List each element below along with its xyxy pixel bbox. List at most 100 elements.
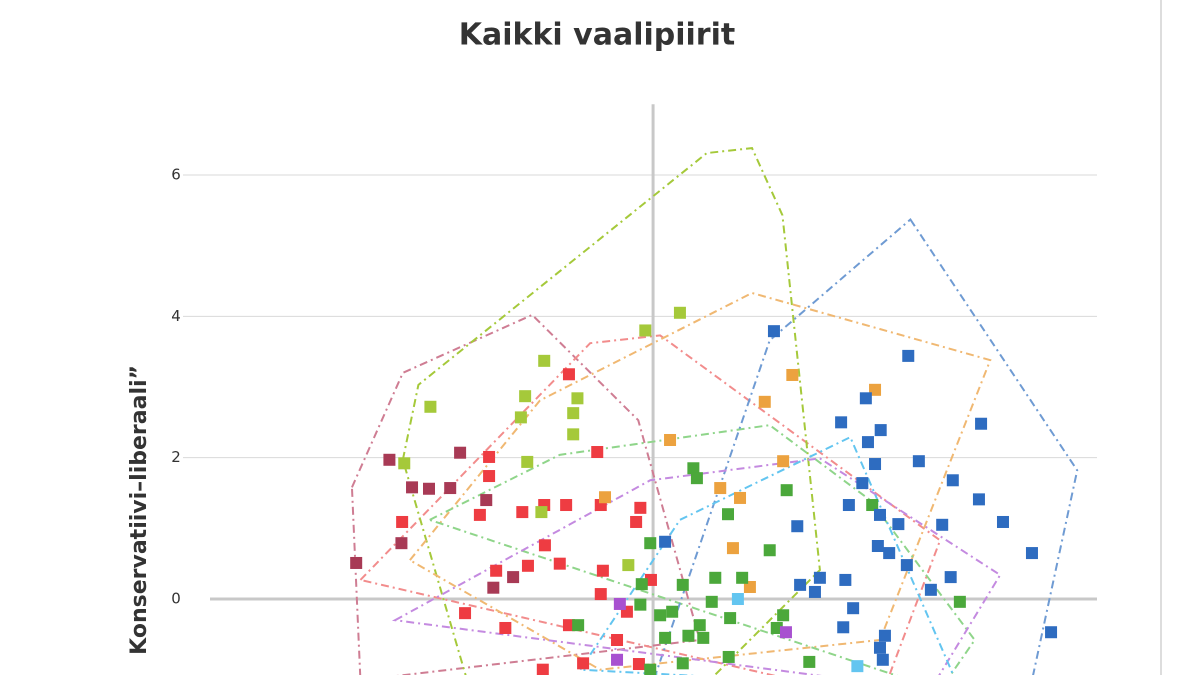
point: [577, 657, 590, 670]
point: [521, 559, 534, 572]
point: [634, 598, 647, 611]
point: [473, 508, 486, 521]
point: [406, 481, 419, 494]
point: [786, 368, 799, 381]
point: [851, 660, 864, 673]
y-axis-label: Konservatiivi–liberaali”: [127, 365, 152, 655]
hull: [350, 313, 702, 675]
point: [567, 407, 580, 420]
point: [535, 506, 548, 519]
point: [644, 573, 657, 586]
point: [483, 470, 496, 483]
point: [490, 564, 503, 577]
hull: [427, 424, 976, 675]
point: [726, 542, 739, 555]
point: [483, 450, 496, 463]
point: [611, 653, 624, 666]
point: [780, 484, 793, 497]
point: [424, 400, 437, 413]
point: [705, 595, 718, 608]
point: [871, 540, 884, 553]
point: [395, 537, 408, 550]
hull: [401, 147, 821, 675]
point: [869, 458, 882, 471]
point: [892, 518, 905, 531]
point: [572, 619, 585, 632]
point: [808, 585, 821, 598]
point: [1045, 626, 1058, 639]
point: [634, 501, 647, 514]
point: [878, 629, 891, 642]
point: [902, 349, 915, 362]
point: [571, 392, 584, 405]
point: [560, 499, 573, 512]
point: [869, 383, 882, 396]
point: [659, 535, 672, 548]
point: [936, 518, 949, 531]
point: [873, 508, 886, 521]
hull: [358, 334, 942, 675]
point: [666, 605, 679, 618]
point: [676, 657, 689, 670]
point: [900, 559, 913, 572]
point: [659, 631, 672, 644]
y-tick-label: 2: [171, 448, 181, 466]
point: [813, 571, 826, 584]
point: [975, 417, 988, 430]
point: [874, 424, 887, 437]
chart-title: Kaikki vaalipiirit: [459, 18, 735, 53]
point: [594, 588, 607, 601]
point: [697, 631, 710, 644]
point: [613, 597, 626, 610]
point: [398, 457, 411, 470]
point: [1025, 547, 1038, 560]
point: [866, 499, 879, 512]
point: [856, 477, 869, 490]
point: [553, 557, 566, 570]
point: [499, 621, 512, 634]
point: [396, 515, 409, 528]
point: [538, 354, 551, 367]
y-tick-label: 4: [171, 307, 181, 325]
point: [567, 428, 580, 441]
point: [714, 482, 727, 495]
point: [734, 491, 747, 504]
point: [873, 641, 886, 654]
point: [383, 453, 396, 466]
point: [562, 619, 575, 632]
point: [350, 556, 363, 569]
point: [519, 390, 532, 403]
point: [687, 462, 700, 475]
point: [591, 446, 604, 459]
point: [632, 658, 645, 671]
point: [459, 607, 472, 620]
point: [454, 446, 467, 459]
point: [763, 544, 776, 557]
point: [487, 581, 500, 594]
point: [794, 578, 807, 591]
point: [690, 472, 703, 485]
point: [835, 416, 848, 429]
point: [516, 506, 529, 519]
point: [777, 609, 790, 622]
point: [521, 455, 534, 468]
point: [777, 455, 790, 468]
point: [611, 633, 624, 646]
point: [599, 491, 612, 504]
point: [861, 436, 874, 449]
point: [944, 571, 957, 584]
point: [743, 580, 756, 593]
point: [480, 494, 493, 507]
point: [912, 455, 925, 468]
point: [664, 433, 677, 446]
point: [673, 306, 686, 319]
point: [767, 325, 780, 338]
point: [996, 515, 1009, 528]
point: [622, 559, 635, 572]
point: [682, 629, 695, 642]
point: [693, 619, 706, 632]
point: [770, 621, 783, 634]
point: [972, 493, 985, 506]
